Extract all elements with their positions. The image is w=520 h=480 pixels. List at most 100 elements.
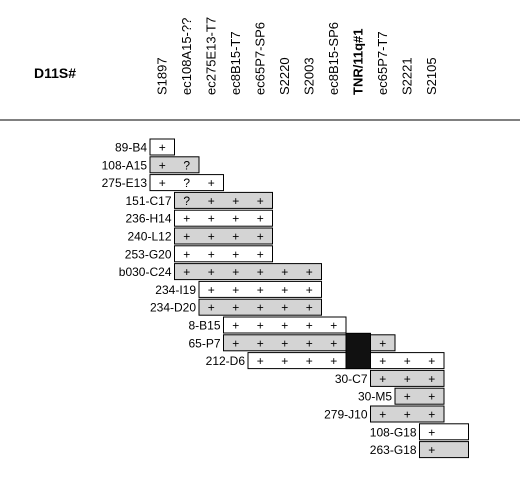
clone-row: 30-C7 + + + [335, 369, 445, 387]
tnr-dark-block [345, 332, 371, 370]
positive-mark: + [257, 230, 264, 244]
positive-mark: + [208, 265, 215, 279]
clone-bar [198, 280, 322, 298]
clone-row: 263-G18 + [370, 441, 469, 459]
positive-mark: + [257, 247, 264, 261]
positive-mark: + [281, 336, 288, 350]
clone-row: 8-B15 + + + + + [188, 316, 347, 334]
positive-mark: + [379, 336, 386, 350]
clone-bar [174, 191, 273, 209]
clone-bar [149, 156, 200, 174]
row-label: 30-M5 [358, 390, 392, 404]
positive-mark: + [330, 354, 337, 368]
positive-mark: + [257, 212, 264, 226]
clone-row: 253-G20 + + + + [125, 245, 273, 263]
positive-mark: + [232, 301, 239, 315]
column-header-4: ec8B15-T7 [228, 31, 243, 95]
row-label: 279-J10 [324, 408, 368, 422]
clone-row: 234-I19 + + + + + [155, 280, 322, 298]
positive-mark: + [330, 336, 337, 350]
row-label: 234-D20 [150, 301, 196, 315]
column-header-12: S2105 [424, 57, 439, 95]
clone-row: 108-A15 +? [102, 156, 200, 174]
positive-mark: + [208, 301, 215, 315]
positive-mark: + [232, 319, 239, 333]
positive-mark: + [404, 408, 411, 422]
positive-mark: + [306, 319, 313, 333]
positive-mark: + [257, 194, 264, 208]
column-header-1: S1897 [154, 57, 169, 95]
positive-mark: + [281, 265, 288, 279]
positive-mark: + [183, 265, 190, 279]
positive-mark: + [208, 194, 215, 208]
clone-row: 236-H14 + + + + [125, 209, 273, 227]
positive-mark: + [281, 354, 288, 368]
clone-row: b030-C24 + + + + + + [119, 263, 322, 281]
uncertain-mark: ? [183, 158, 190, 172]
positive-mark: + [428, 354, 435, 368]
row-label: 108-A15 [102, 158, 148, 172]
diagram-title: D11S# [34, 65, 76, 81]
clone-bar [174, 263, 322, 281]
clone-bar [419, 441, 469, 459]
row-label: 253-G20 [125, 247, 172, 261]
column-header-3: ec275E13-T7 [203, 17, 218, 95]
clone-bar [370, 369, 445, 387]
positive-mark: + [208, 247, 215, 261]
positive-mark: + [257, 336, 264, 350]
positive-mark: + [232, 336, 239, 350]
positive-mark: + [208, 176, 215, 190]
clone-row: 108-G18 + [370, 423, 469, 441]
row-label: 263-G18 [370, 443, 417, 457]
column-header-6: S2220 [277, 57, 292, 95]
row-label: 151-C17 [125, 194, 171, 208]
clone-bar [419, 423, 469, 441]
row-label: 212-D6 [206, 354, 246, 368]
positive-mark: + [232, 230, 239, 244]
positive-mark: + [257, 319, 264, 333]
row-label: b030-C24 [119, 265, 172, 279]
positive-mark: + [404, 372, 411, 386]
clone-bar [174, 227, 273, 245]
row-label: 8-B15 [188, 319, 220, 333]
positive-mark: + [257, 283, 264, 297]
uncertain-mark: ? [183, 194, 190, 208]
row-label: 89-B4 [115, 141, 147, 155]
column-header-8: ec8B15-SP6 [326, 22, 341, 95]
positive-mark: + [183, 212, 190, 226]
positive-mark: + [428, 443, 435, 457]
positive-mark: + [306, 354, 313, 368]
positive-mark: + [306, 265, 313, 279]
clone-bar [174, 245, 273, 263]
row-label: 275-E13 [102, 176, 148, 190]
clone-bar [149, 138, 175, 156]
positive-mark: + [428, 425, 435, 439]
positive-mark: + [159, 176, 166, 190]
positive-mark: + [379, 408, 386, 422]
clone-row: 151-C17? + + + [125, 191, 273, 209]
positive-mark: + [330, 319, 337, 333]
positive-mark: + [183, 230, 190, 244]
positive-mark: + [306, 283, 313, 297]
positive-mark: + [159, 141, 166, 155]
positive-mark: + [404, 390, 411, 404]
column-header-7: S2003 [301, 57, 316, 95]
row-label: 30-C7 [335, 372, 368, 386]
positive-mark: + [281, 319, 288, 333]
positive-mark: + [306, 336, 313, 350]
clone-bar [198, 298, 322, 316]
positive-mark: + [232, 283, 239, 297]
clone-rows: 89-B4 +108-A15 + ? 275-E13 +? +151-C17? + + +236-… [102, 138, 469, 459]
clone-row: 212-D6 + + + + + + + [206, 352, 445, 370]
row-label: 65-P7 [188, 336, 220, 350]
positive-mark: + [257, 301, 264, 315]
column-header-2: ec108A15-?? [179, 18, 194, 95]
positive-mark: + [428, 408, 435, 422]
positive-mark: + [183, 247, 190, 261]
positive-mark: + [232, 212, 239, 226]
positive-mark: + [257, 354, 264, 368]
clone-bar [394, 387, 445, 405]
column-header-9: TNR/11q#1 [350, 29, 365, 95]
